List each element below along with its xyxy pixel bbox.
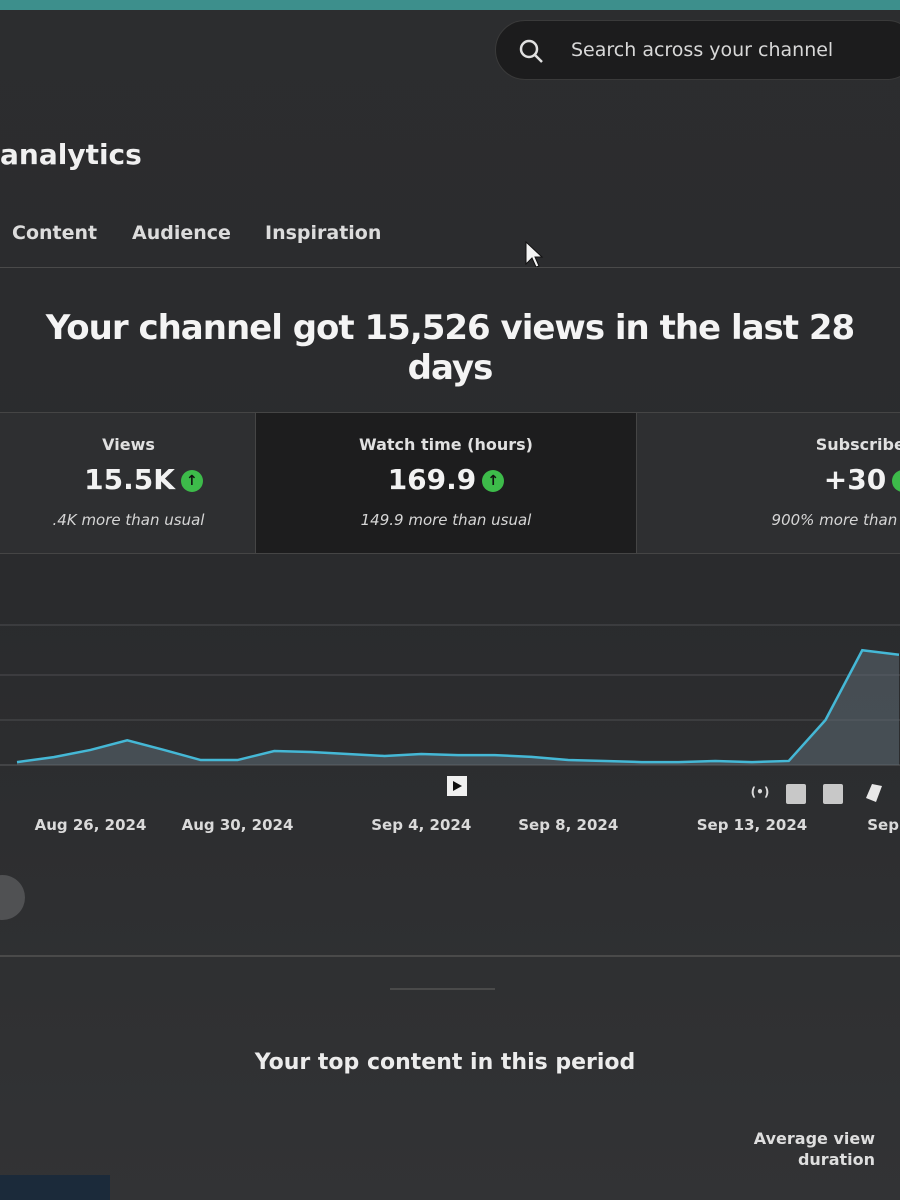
search-box[interactable]: Search across your channel (495, 20, 900, 80)
marker-icon[interactable] (823, 784, 843, 804)
live-icon[interactable]: (•) (751, 785, 770, 799)
metric-value: +30 (823, 463, 887, 496)
tab[interactable]: Audience (132, 222, 231, 244)
metric-label: Views (102, 435, 155, 454)
marker-icon[interactable] (786, 784, 806, 804)
column-header[interactable]: Average view duration (753, 1129, 875, 1169)
line (16, 648, 900, 764)
metric-note: 149.9 more than usual (360, 511, 532, 529)
tab-divider (0, 267, 900, 268)
x-tick-label: Sep 8, 2024 (518, 816, 618, 834)
page-title: analytics (0, 138, 142, 171)
x-tick-label: Aug 26, 2024 (35, 816, 147, 834)
metric-label: Watch time (hours) (358, 435, 533, 454)
metric-label: Subscribers (815, 435, 900, 454)
search-icon (519, 39, 543, 63)
x-tick-label: Sep 13, 2024 (697, 816, 807, 834)
metric-card[interactable]: Watch time (hours) 169.9 ↑ 149.9 more tha… (255, 412, 637, 554)
metric-value-row: +30↑ (634, 463, 900, 496)
headline: Your channel got 15,526 views in the las… (45, 308, 855, 388)
metric-card[interactable]: Subscribers +30↑ 900% more than previous (636, 412, 900, 554)
top-strip (0, 0, 900, 10)
section-title: Your top content in this period (254, 1050, 636, 1075)
views-chart: (•) Aug 26, 2024 Aug 30, 2024 Sep 4, 2024 S… (0, 624, 900, 834)
up-icon: ↑ (180, 470, 203, 492)
metric-value: 15.5K (84, 463, 175, 496)
area (17, 650, 899, 765)
x-tick-label: Sep 4, 2024 (371, 816, 471, 834)
x-tick-label: Aug 30, 2024 (182, 816, 294, 834)
up-icon: ↑ (892, 470, 900, 492)
metric-value-row: 15.5K ↑ (0, 463, 336, 496)
divider (0, 955, 900, 957)
shorts-icon[interactable] (866, 784, 882, 802)
divider (390, 988, 495, 990)
cursor (525, 240, 544, 268)
search-placeholder: Search across your channel (571, 39, 834, 61)
metric-note: .4K more than usual (52, 511, 205, 529)
up-icon: ↑ (482, 470, 505, 492)
expand-button[interactable] (0, 875, 25, 920)
tab[interactable]: Content (12, 222, 98, 244)
x-tick-label: Sep 17, (867, 816, 900, 834)
metric-note: 900% more than previous (771, 511, 900, 529)
metric-card[interactable]: Views 15.5K ↑ .4K more than usual (0, 412, 257, 554)
tab[interactable]: Inspiration (265, 222, 382, 244)
taskbar-item (0, 1175, 110, 1200)
metric-value: 169.9 (387, 463, 477, 496)
metric-value-row: 169.9 ↑ (256, 463, 636, 496)
play-glyph (453, 781, 462, 791)
